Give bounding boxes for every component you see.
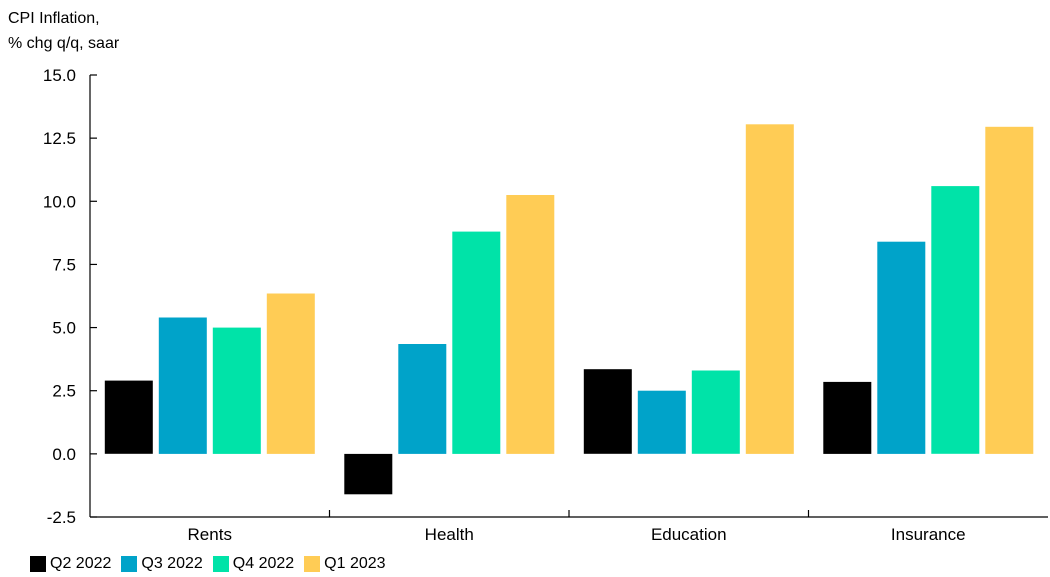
legend-label-q4-2022: Q4 2022 (232, 555, 295, 572)
legend: Q2 2022 Q3 2022 Q4 2022 Q1 2023 (30, 555, 396, 573)
legend-swatch-q4-2022 (212, 556, 229, 572)
y-tick-label: 12.5 (43, 129, 76, 148)
bar (691, 370, 740, 454)
bar (104, 380, 153, 454)
y-tick-label: 5.0 (52, 319, 76, 338)
bar (985, 126, 1034, 454)
x-tick-label: Insurance (891, 525, 966, 544)
legend-label-q2-2022: Q2 2022 (50, 555, 112, 572)
bar (344, 453, 393, 495)
bar (452, 231, 501, 454)
bar (877, 241, 926, 454)
bar (398, 344, 447, 454)
y-tick-label: -2.5 (47, 508, 76, 527)
y-tick-label: 2.5 (52, 382, 76, 401)
bar (745, 124, 794, 454)
legend-label-q3-2022: Q3 2022 (141, 555, 203, 572)
bar (212, 327, 261, 454)
y-tick-label: 0.0 (52, 445, 76, 464)
legend-item-q3-2022: Q3 2022 (121, 555, 203, 573)
bar (931, 186, 980, 454)
y-axis-title-line-1: CPI Inflation, (8, 10, 100, 27)
bar (266, 293, 315, 454)
legend-label-q1-2023: Q1 2023 (324, 555, 386, 572)
legend-swatch-q2-2022 (30, 556, 46, 572)
bar (637, 390, 686, 454)
legend-swatch-q1-2023 (304, 556, 321, 572)
y-tick-label: 10.0 (43, 192, 76, 211)
y-tick-label: 7.5 (52, 255, 76, 274)
x-tick-label: Health (425, 525, 474, 544)
y-tick-label: 15.0 (43, 66, 76, 85)
legend-item-q4-2022: Q4 2022 (212, 555, 295, 573)
bar (583, 369, 632, 454)
x-tick-label: Rents (188, 525, 232, 544)
y-axis-title-line-2: % chg q/q, saar (8, 35, 120, 52)
x-tick-label: Education (651, 525, 727, 544)
legend-swatch-q3-2022 (121, 556, 138, 572)
bar (158, 317, 207, 454)
bar (823, 381, 872, 454)
bar (506, 195, 555, 454)
legend-item-q1-2023: Q1 2023 (304, 555, 386, 573)
legend-item-q2-2022: Q2 2022 (30, 555, 111, 573)
y-axis-title: CPI Inflation, % chg q/q, saar (8, 6, 119, 56)
